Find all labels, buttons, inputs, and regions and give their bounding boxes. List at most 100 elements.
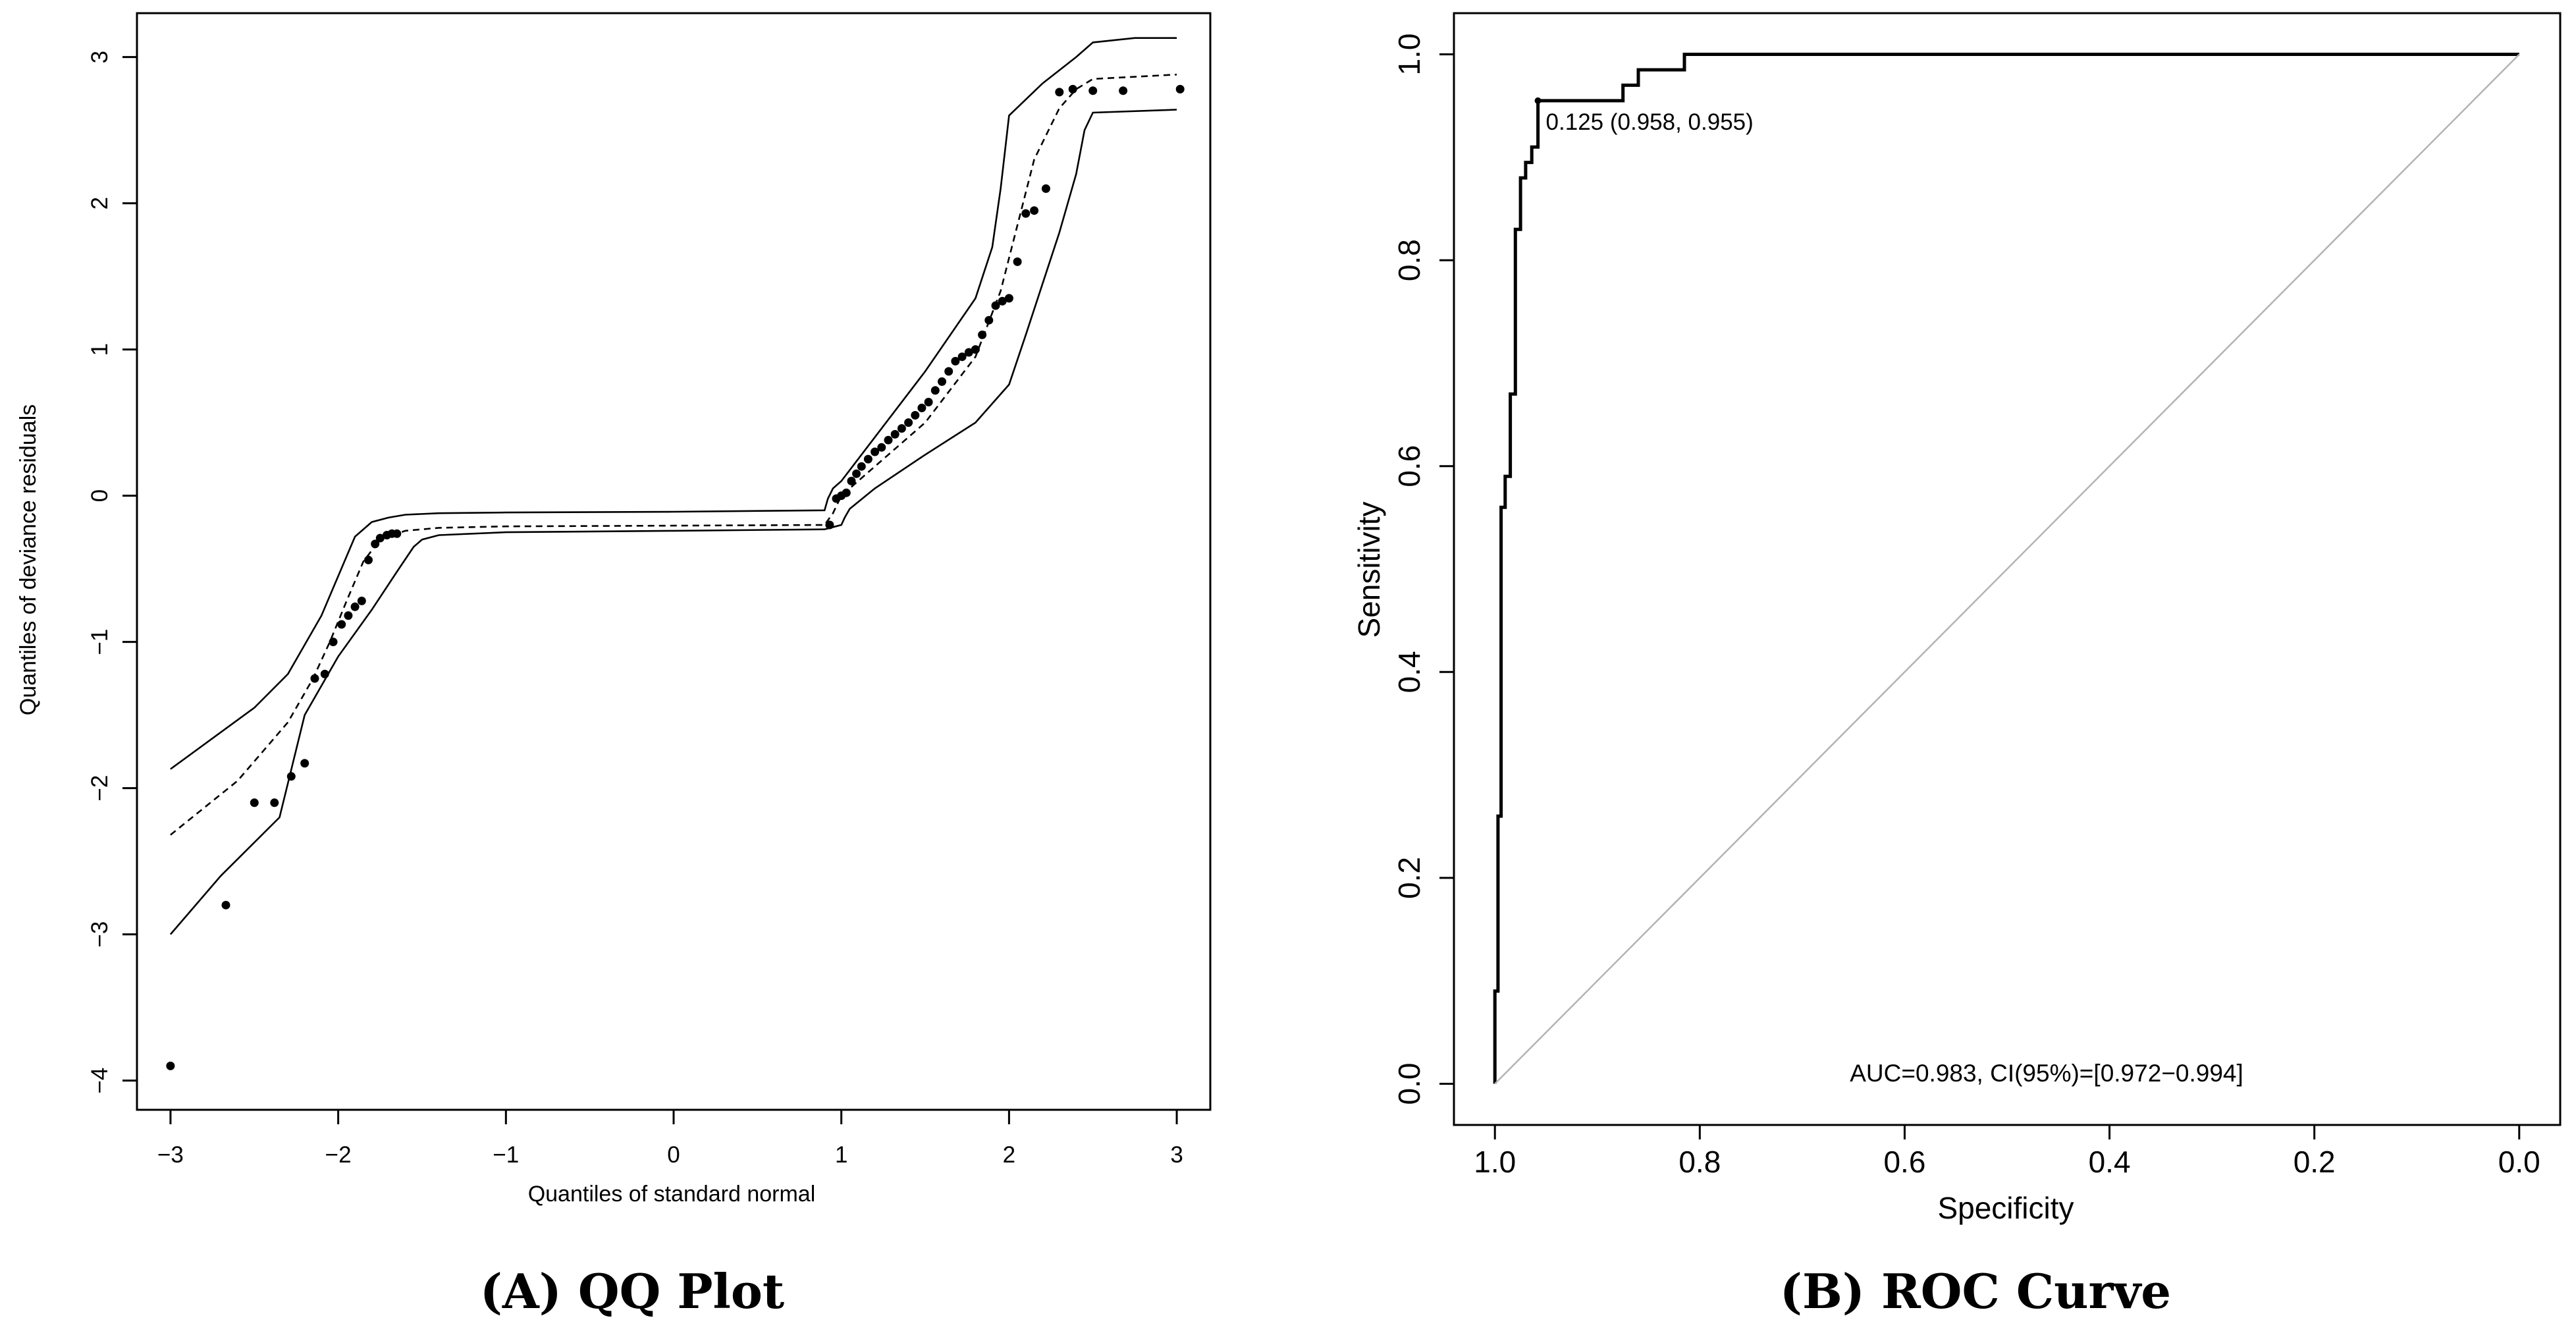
qq-point bbox=[371, 539, 380, 549]
qq-point bbox=[1068, 84, 1077, 94]
qq-point bbox=[924, 398, 933, 406]
qq-point bbox=[917, 403, 926, 412]
roc-x-axis: 1.0 0.8 0.6 0.4 0.2 0.0 bbox=[1474, 1125, 2540, 1179]
qq-points bbox=[166, 84, 1185, 1070]
qq-point bbox=[1055, 88, 1064, 97]
qq-point bbox=[964, 348, 973, 357]
qq-point bbox=[951, 356, 960, 366]
qq-lower-envelope bbox=[169, 109, 1177, 935]
qq-point bbox=[877, 443, 886, 452]
qq-y-tick-label: −1 bbox=[87, 629, 113, 655]
roc-y-tick-label: 0.4 bbox=[1392, 651, 1426, 693]
qq-point bbox=[998, 296, 1007, 306]
qq-point bbox=[978, 330, 987, 339]
roc-lines bbox=[1493, 53, 2520, 1085]
qq-point bbox=[310, 674, 319, 683]
qq-point bbox=[375, 533, 385, 543]
qq-point bbox=[825, 520, 834, 530]
qq-point bbox=[221, 900, 230, 910]
qq-y-tick-label: 2 bbox=[87, 197, 113, 209]
qq-point bbox=[944, 367, 953, 376]
roc-x-axis-label: Specificity bbox=[1937, 1191, 2074, 1225]
qq-point bbox=[938, 377, 946, 386]
qq-point bbox=[984, 315, 994, 325]
qq-envelope-lines bbox=[169, 37, 1177, 935]
qq-y-tick-label: −4 bbox=[87, 1068, 113, 1094]
qq-reference-line bbox=[170, 73, 1177, 836]
roc-threshold-point bbox=[1534, 97, 1542, 104]
qq-point bbox=[357, 596, 366, 605]
roc-x-tick-label: 0.6 bbox=[1883, 1145, 1925, 1179]
qq-point bbox=[863, 454, 872, 464]
roc-y-tick-label: 0.2 bbox=[1392, 857, 1426, 899]
qq-point bbox=[1021, 209, 1031, 218]
qq-point bbox=[871, 447, 880, 456]
qq-x-tick-label: 0 bbox=[667, 1142, 680, 1168]
qq-point bbox=[1013, 257, 1022, 266]
roc-x-tick-label: 0.4 bbox=[2089, 1145, 2131, 1179]
qq-upper-envelope bbox=[170, 37, 1177, 770]
qq-point bbox=[1041, 184, 1050, 193]
qq-y-tick-label: 3 bbox=[87, 51, 113, 63]
qq-point bbox=[884, 435, 893, 445]
qq-y-tick-label: 0 bbox=[87, 489, 113, 502]
qq-x-tick-label: −1 bbox=[493, 1142, 519, 1168]
roc-diagonal-reference bbox=[1494, 53, 2520, 1085]
qq-x-tick-label: 1 bbox=[835, 1142, 847, 1168]
qq-point bbox=[852, 469, 861, 478]
qq-y-tick-label: −3 bbox=[87, 921, 113, 948]
qq-point bbox=[1004, 294, 1013, 303]
qq-point bbox=[1119, 86, 1128, 96]
qq-point bbox=[857, 462, 866, 471]
qq-x-axis-label: Quantiles of standard normal bbox=[528, 1182, 816, 1207]
roc-x-tick-label: 0.0 bbox=[2498, 1145, 2540, 1179]
qq-point bbox=[957, 352, 967, 362]
qq-point bbox=[1175, 84, 1185, 94]
qq-y-axis-label: Quantiles of deviance residuals bbox=[16, 404, 41, 716]
qq-point bbox=[300, 759, 309, 768]
roc-curve-caption: (B) ROC Curve bbox=[1780, 1263, 2171, 1319]
qq-point bbox=[337, 620, 346, 629]
qq-plot-caption: (A) QQ Plot bbox=[480, 1263, 784, 1319]
qq-point bbox=[991, 301, 1000, 310]
qq-plot-panel: −3 −2 −1 0 1 2 3 −4 −3 −2 −1 0 1 2 3 Quantiles of sta… bbox=[16, 12, 1212, 1319]
qq-point bbox=[1088, 86, 1098, 96]
roc-plot-frame bbox=[1453, 12, 2562, 1126]
qq-point bbox=[930, 386, 940, 395]
roc-y-tick-label: 0.6 bbox=[1392, 445, 1426, 487]
qq-y-tick-label: 1 bbox=[87, 343, 113, 356]
qq-y-tick-label: −2 bbox=[87, 775, 113, 802]
qq-point bbox=[329, 638, 338, 647]
roc-y-tick-label: 0.0 bbox=[1392, 1063, 1426, 1105]
qq-point bbox=[166, 1061, 175, 1070]
qq-plot-frame bbox=[136, 12, 1212, 1111]
qq-x-axis: −3 −2 −1 0 1 2 3 bbox=[157, 1108, 1183, 1168]
qq-point bbox=[847, 476, 856, 485]
qq-point bbox=[842, 488, 851, 497]
qq-point bbox=[904, 418, 913, 427]
qq-point bbox=[270, 798, 279, 807]
qq-point bbox=[911, 411, 920, 420]
roc-curve-panel: 1.0 0.8 0.6 0.4 0.2 0.0 0.0 0.2 0.4 0.6 0.8 1.0 0.… bbox=[1352, 12, 2562, 1319]
roc-y-tick-label: 0.8 bbox=[1392, 239, 1426, 281]
qq-point bbox=[320, 669, 329, 678]
qq-x-tick-label: 3 bbox=[1170, 1142, 1183, 1168]
qq-point bbox=[344, 611, 353, 620]
qq-point bbox=[890, 429, 899, 439]
qq-point bbox=[1030, 206, 1039, 215]
roc-auc-annotation: AUC=0.983, CI(95%)=[0.972−0.994] bbox=[1850, 1060, 2243, 1087]
roc-threshold-annotation: 0.125 (0.958, 0.955) bbox=[1546, 109, 1754, 135]
qq-y-axis: −4 −3 −2 −1 0 1 2 3 bbox=[87, 51, 137, 1094]
qq-point bbox=[286, 772, 296, 781]
qq-point bbox=[897, 424, 906, 433]
qq-point bbox=[364, 555, 373, 564]
roc-y-axis: 0.0 0.2 0.4 0.6 0.8 1.0 bbox=[1392, 34, 1454, 1105]
roc-x-tick-label: 0.2 bbox=[2294, 1145, 2336, 1179]
qq-x-tick-label: −2 bbox=[325, 1142, 352, 1168]
qq-point bbox=[250, 798, 259, 807]
qq-point bbox=[350, 602, 360, 611]
roc-x-tick-label: 0.8 bbox=[1678, 1145, 1721, 1179]
roc-roc-curve bbox=[1493, 53, 2519, 1084]
